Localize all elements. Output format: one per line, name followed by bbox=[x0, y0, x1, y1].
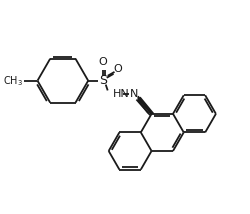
Text: CH$_3$: CH$_3$ bbox=[3, 74, 23, 88]
Text: HN: HN bbox=[112, 89, 129, 99]
Text: N: N bbox=[129, 89, 138, 99]
Text: O: O bbox=[112, 64, 121, 74]
Text: S: S bbox=[98, 74, 106, 87]
Text: O: O bbox=[98, 57, 107, 67]
